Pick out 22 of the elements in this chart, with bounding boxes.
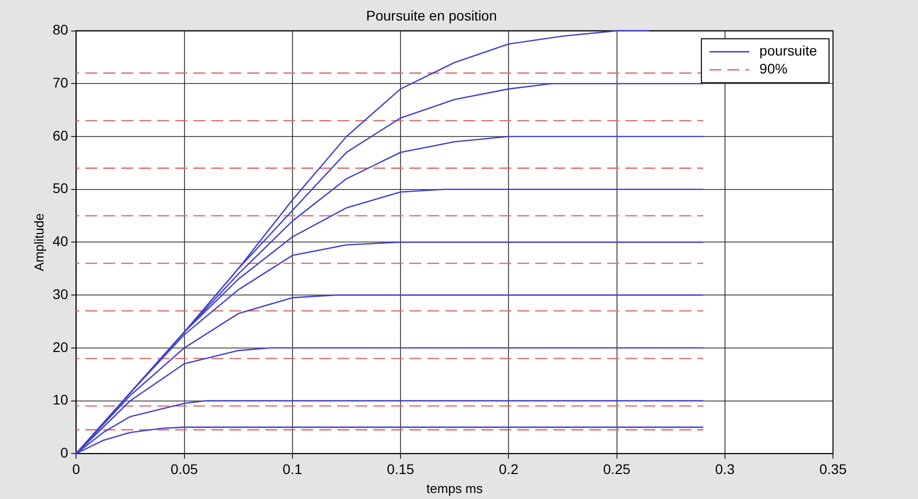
x-tick-label: 0.2 — [498, 460, 519, 477]
y-tick-label: 40 — [52, 233, 68, 250]
x-tick-label: 0.3 — [715, 460, 735, 477]
y-tick-label: 10 — [52, 392, 68, 408]
legend-label: poursuite — [759, 42, 818, 59]
x-tick-label: 0.1 — [282, 460, 302, 477]
y-tick-label: 80 — [52, 22, 68, 38]
y-axis-title: Amplitude — [31, 213, 46, 272]
y-tick-label: 50 — [52, 180, 68, 196]
x-tick-label: 0 — [72, 460, 80, 477]
y-tick-label: 20 — [52, 338, 68, 355]
x-tick-label: 0.15 — [386, 460, 414, 477]
x-tick-label: 0.35 — [819, 460, 847, 477]
y-tick-label: 70 — [52, 74, 68, 91]
x-tick-label: 0.25 — [603, 460, 631, 477]
legend-label: 90% — [759, 60, 788, 77]
chart-title: Poursuite en position — [366, 7, 497, 24]
x-tick-label: 0.05 — [170, 460, 198, 477]
x-axis-title: temps ms — [426, 480, 484, 496]
y-tick-label: 30 — [52, 286, 68, 302]
y-tick-label: 60 — [52, 127, 68, 144]
y-tick-label: 0 — [60, 444, 68, 460]
